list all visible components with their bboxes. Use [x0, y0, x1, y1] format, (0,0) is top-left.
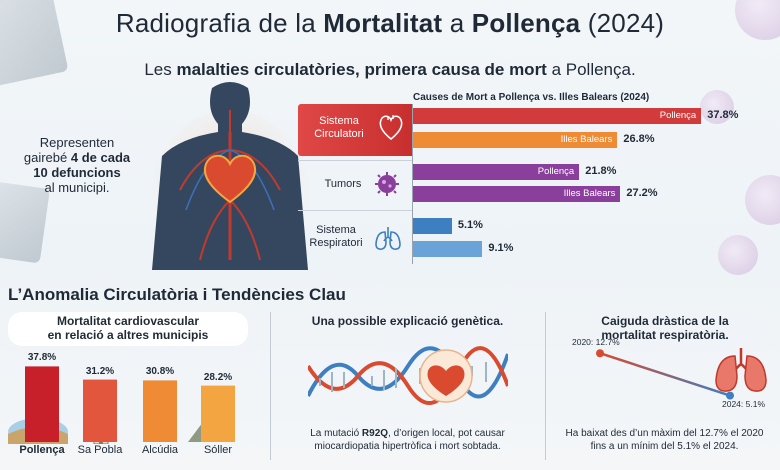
municipality-bar-3 — [201, 385, 235, 442]
cell-decoration — [745, 175, 780, 225]
panel-divider — [545, 312, 546, 460]
bar-value-label: 37.8% — [707, 109, 739, 121]
bar-series-label-balears: Illes Balears — [560, 134, 613, 145]
bar-tumors-pollenca — [413, 164, 580, 180]
page-title: Radiografia de la Mortalitat a Pollença … — [115, 8, 665, 38]
bar-value-label: 5.1% — [457, 219, 483, 231]
cell-decoration — [718, 235, 758, 275]
bar-respiratori-pollenca — [413, 218, 452, 234]
trend-point-0 — [596, 349, 604, 358]
municipality-value-label: 30.8% — [145, 366, 175, 378]
chart-axis-line — [412, 104, 413, 264]
municipalities-title-pill — [8, 312, 248, 346]
bar-series-label-balears: Illes Balears — [563, 188, 616, 199]
circulatory-highlight-band — [298, 104, 413, 156]
lungs-icon — [715, 348, 767, 392]
municipality-bar-0 — [25, 366, 59, 442]
bar-respiratori-balears — [413, 241, 483, 257]
municipality-value-label: 28.2% — [203, 371, 233, 383]
bar-circulatori-balears — [413, 132, 618, 148]
trend-line — [599, 352, 731, 397]
category-label-circulatori: Sistema Circulatori — [314, 115, 364, 140]
lungs-icon — [375, 227, 401, 250]
category-separator — [298, 160, 413, 161]
municipality-value-label: 37.8% — [27, 352, 57, 364]
causes-chart-title: Causes de Mort a Pollença vs. Illes Bale… — [413, 92, 650, 103]
stat-note: Representen gairebé 4 de cada 10 defunci… — [23, 135, 131, 195]
trend-point-1 — [726, 391, 734, 400]
category-label-tumors: Tumors — [324, 178, 362, 190]
municipality-name-label: Sóller — [203, 444, 233, 456]
municipality-bar-2 — [143, 380, 177, 442]
panel-divider — [270, 312, 271, 460]
genetics-title: Una possible explicació genètica. — [311, 314, 504, 328]
trend-point-label: 2024: 5.1% — [722, 398, 766, 409]
bar-value-label: 21.8% — [585, 165, 617, 177]
respiratory-trend-title: Caiguda dràstica de la mortalitat respir… — [601, 314, 729, 342]
respiratory-trend-chart — [596, 349, 734, 400]
category-label-respiratori: Sistema Respiratori — [309, 224, 363, 249]
bar-value-label: 9.1% — [488, 242, 514, 254]
municipalities-chart-title: Mortalitat cardiovascular en relació a a… — [47, 314, 209, 342]
municipalities-chart — [25, 366, 235, 442]
genetics-caption: La mutació R92Q, d’origen local, pot cau… — [310, 428, 505, 452]
bar-series-label-pollenca: Pollença — [659, 110, 697, 121]
cell-decoration — [700, 90, 734, 124]
bar-circulatori-pollenca — [413, 108, 702, 124]
bar-value-label: 27.2% — [626, 187, 658, 199]
municipality-name-label: Alcúdia — [141, 444, 179, 456]
heart-icon — [203, 154, 257, 204]
heart-icon — [379, 115, 403, 141]
trend-point-label: 2020: 12.7% — [572, 337, 620, 348]
section-title: L’Anomalia Circulatòria i Tendències Cla… — [8, 285, 346, 304]
bar-value-label: 26.8% — [623, 133, 655, 145]
category-separator — [298, 210, 413, 211]
municipality-value-label: 31.2% — [85, 365, 115, 377]
municipality-name-label: Pollença — [19, 444, 65, 456]
page-subtitle: Les malalties circulatòries, primera cau… — [144, 60, 636, 79]
respiratory-caption: Ha baixat des d’un màxim del 12.7% el 20… — [565, 428, 764, 452]
municipality-bar-1 — [83, 379, 117, 442]
bar-series-label-pollenca: Pollença — [537, 166, 575, 177]
tumor-cell-icon — [375, 172, 399, 196]
dna-helix-icon — [308, 346, 508, 405]
municipality-name-label: Sa Pobla — [77, 444, 123, 456]
bar-tumors-balears — [413, 186, 621, 202]
